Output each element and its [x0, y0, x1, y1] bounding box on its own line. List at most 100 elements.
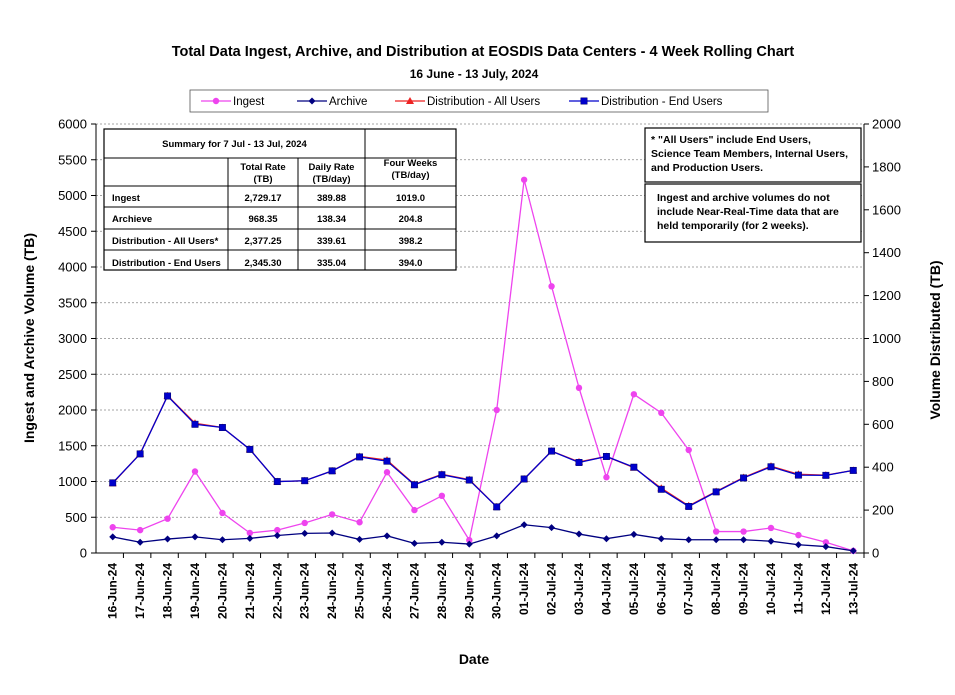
point-ingest	[246, 529, 254, 537]
summary-cell: Distribution - All Users*	[112, 236, 219, 247]
legend-marker	[580, 97, 588, 105]
right-tick-label: 1200	[872, 288, 901, 303]
point-ingest	[301, 519, 308, 527]
note-box	[644, 183, 862, 243]
summary-cell: 398.2	[399, 236, 423, 247]
note-line: include Near-Real-Time data that are	[657, 206, 839, 218]
point-distribution-end-users	[493, 503, 501, 511]
summary-cell: Ingest	[112, 193, 141, 204]
left-tick-label: 3500	[58, 295, 87, 310]
summary-cell: 389.88	[317, 193, 346, 204]
point-distribution-end-users	[685, 503, 693, 510]
point-ingest	[411, 506, 418, 514]
notes: * "All Users" include End Users, Science …	[644, 127, 862, 243]
point-distribution-end-users	[218, 424, 226, 431]
point-distribution-end-users	[438, 471, 446, 479]
point-ingest	[630, 391, 638, 398]
left-tick-label: 4000	[58, 260, 87, 275]
x-tick-label: 02-Jul-24	[545, 563, 559, 615]
summary-title: Summary for 7 Jul - 13 Jul, 2024	[162, 139, 307, 150]
summary-cell: 2,377.25	[245, 236, 283, 247]
left-tick-label: 2500	[58, 367, 87, 382]
point-ingest	[164, 515, 171, 522]
point-distribution-end-users	[548, 447, 556, 455]
x-tick-label: 16-Jun-24	[106, 563, 120, 619]
point-archive	[630, 530, 638, 538]
x-axis: 16-Jun-24 17-Jun-24 18-Jun-24 19-Jun-24 20-J…	[96, 552, 865, 619]
left-tick-label: 3000	[58, 331, 87, 346]
point-archive	[712, 536, 720, 544]
point-archive	[794, 541, 802, 549]
series-line-ingest	[112, 179, 854, 552]
point-ingest	[493, 406, 500, 414]
point-distribution-end-users	[712, 488, 720, 496]
x-tick-label: 25-Jun-24	[353, 563, 367, 619]
x-tick-label: 01-Jul-24	[517, 563, 531, 615]
legend-marker	[212, 97, 220, 105]
right-tick-label: 0	[872, 546, 879, 561]
point-ingest	[603, 474, 610, 481]
point-archive	[328, 529, 336, 537]
legend-label: Distribution - End Users	[601, 96, 723, 108]
x-tick-label: 28-Jun-24	[435, 563, 449, 619]
point-archive	[465, 540, 473, 548]
note-box	[644, 127, 862, 183]
x-tick-label: 21-Jun-24	[243, 563, 257, 619]
point-distribution-end-users	[246, 445, 254, 453]
point-distribution-end-users	[301, 477, 309, 485]
point-distribution-end-users	[383, 457, 391, 465]
summary-cell: 2,345.30	[245, 258, 282, 269]
x-tick-label: 26-Jun-24	[380, 563, 394, 619]
point-ingest	[548, 283, 555, 290]
x-tick-label: 04-Jul-24	[599, 563, 613, 615]
right-tick-label: 1600	[872, 202, 901, 217]
point-archive	[767, 537, 775, 545]
point-archive	[164, 535, 172, 543]
x-tick-label: 27-Jun-24	[407, 563, 421, 619]
legend-box	[189, 89, 769, 113]
point-distribution-end-users	[520, 475, 528, 483]
point-ingest	[274, 526, 281, 534]
note-line: * "All Users" include End Users,	[651, 134, 811, 146]
summary-header: Total Rate	[240, 162, 285, 173]
point-archive	[849, 547, 857, 555]
point-distribution-end-users	[602, 453, 610, 460]
point-ingest	[328, 511, 336, 518]
point-archive	[657, 535, 665, 543]
right-tick-label: 800	[872, 374, 894, 389]
summary-cell: 394.0	[399, 258, 423, 269]
point-archive	[493, 532, 501, 540]
summary-header: Four Weeks	[384, 158, 438, 169]
x-tick-label: 10-Jul-24	[764, 563, 778, 615]
point-distribution-end-users	[191, 420, 199, 428]
point-archive	[740, 536, 748, 544]
right-y-axis-label: Volume Distributed (TB)	[927, 260, 943, 419]
x-tick-label: 19-Jun-24	[188, 563, 202, 619]
x-tick-label: 30-Jun-24	[490, 563, 504, 619]
summary-cell: Distribution - End Users	[112, 258, 221, 269]
point-distribution-end-users	[849, 466, 857, 474]
left-tick-label: 500	[65, 510, 87, 525]
summary-cell: 335.04	[317, 258, 347, 269]
note-line: Ingest and archive volumes do not	[657, 192, 830, 204]
point-distribution-end-users	[164, 392, 172, 400]
right-tick-label: 200	[872, 503, 894, 518]
point-distribution-end-users	[136, 450, 144, 458]
point-distribution-end-users	[109, 479, 117, 487]
x-tick-label: 07-Jul-24	[682, 563, 696, 615]
point-ingest	[191, 468, 199, 475]
point-distribution-end-users	[767, 463, 775, 471]
point-archive	[602, 535, 610, 543]
legend: Ingest Archive Distribution - All Users Dis…	[189, 89, 769, 113]
point-archive	[136, 538, 144, 546]
summary-header: (TB/day)	[392, 170, 430, 181]
point-ingest	[740, 528, 747, 535]
point-archive	[685, 536, 693, 544]
right-tick-label: 600	[872, 417, 894, 432]
point-archive	[520, 521, 528, 529]
point-archive	[109, 533, 117, 541]
right-tick-label: 1800	[872, 159, 901, 174]
point-ingest	[438, 492, 446, 499]
x-tick-label: 05-Jul-24	[627, 563, 641, 615]
